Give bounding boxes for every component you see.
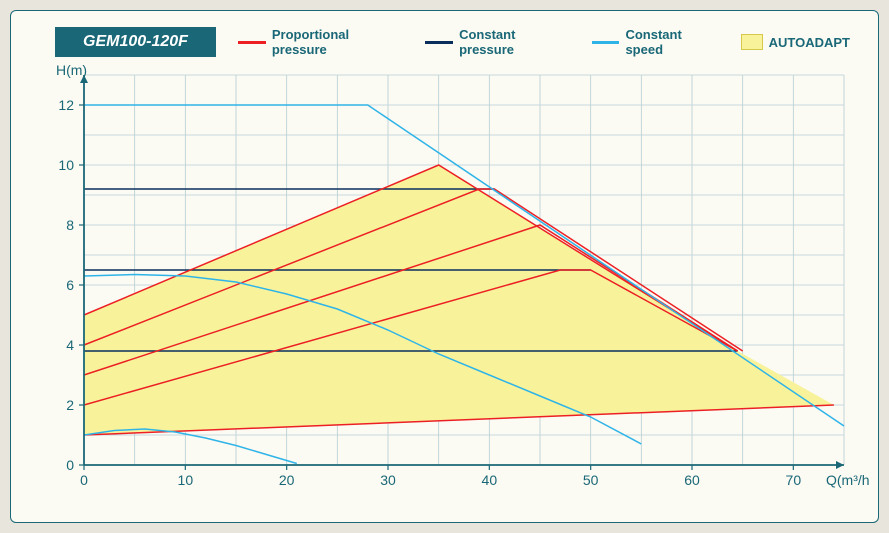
chart-area: 010203040506070024681012H(m)Q(m³/h) bbox=[29, 65, 860, 510]
svg-text:70: 70 bbox=[786, 472, 802, 488]
swatch-autoadapt bbox=[741, 34, 763, 50]
svg-text:4: 4 bbox=[66, 337, 74, 353]
svg-text:30: 30 bbox=[380, 472, 396, 488]
svg-text:Q(m³/h): Q(m³/h) bbox=[826, 472, 869, 488]
legend: Proportional pressure Constant pressure … bbox=[238, 27, 850, 57]
svg-text:8: 8 bbox=[66, 217, 74, 233]
legend-constant-label: Constant pressure bbox=[459, 27, 573, 57]
svg-text:60: 60 bbox=[684, 472, 700, 488]
legend-speed: Constant speed bbox=[592, 27, 723, 57]
swatch-speed bbox=[592, 41, 620, 44]
svg-text:6: 6 bbox=[66, 277, 74, 293]
svg-text:2: 2 bbox=[66, 397, 74, 413]
swatch-constant bbox=[425, 41, 453, 44]
svg-text:0: 0 bbox=[80, 472, 88, 488]
legend-autoadapt: AUTOADAPT bbox=[741, 34, 850, 50]
chart-frame: GEM100-120F Proportional pressure Consta… bbox=[10, 10, 879, 523]
legend-constant: Constant pressure bbox=[425, 27, 573, 57]
top-bar: GEM100-120F Proportional pressure Consta… bbox=[29, 27, 860, 57]
swatch-proportional bbox=[238, 41, 266, 44]
chart-svg: 0 10 20 30 40 50 60 70 0 2 4 6 8 10 12 H(m) Q(m³/h) bbox=[29, 65, 869, 505]
svg-text:50: 50 bbox=[583, 472, 599, 488]
svg-text:H(m): H(m) bbox=[56, 65, 87, 78]
svg-text:10: 10 bbox=[58, 157, 74, 173]
legend-speed-label: Constant speed bbox=[625, 27, 722, 57]
svg-text:12: 12 bbox=[58, 97, 74, 113]
legend-autoadapt-label: AUTOADAPT bbox=[769, 35, 850, 50]
svg-text:0: 0 bbox=[66, 457, 74, 473]
legend-proportional-label: Proportional pressure bbox=[272, 27, 407, 57]
svg-text:10: 10 bbox=[178, 472, 194, 488]
title-chip: GEM100-120F bbox=[55, 27, 216, 57]
svg-text:40: 40 bbox=[482, 472, 498, 488]
legend-proportional: Proportional pressure bbox=[238, 27, 407, 57]
svg-text:20: 20 bbox=[279, 472, 295, 488]
